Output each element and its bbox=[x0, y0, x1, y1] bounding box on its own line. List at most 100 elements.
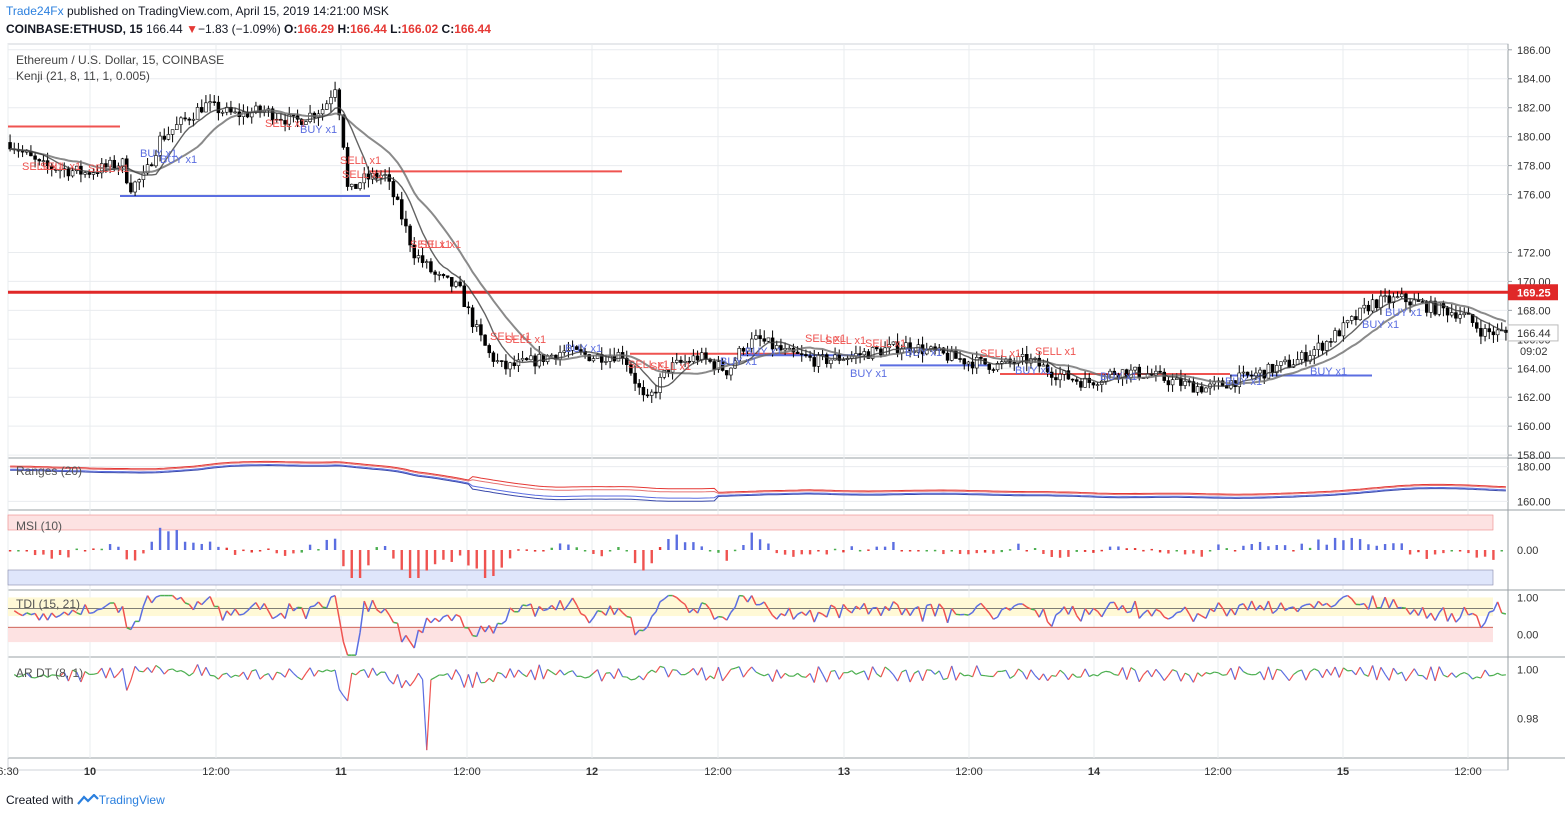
ardt-line-segment bbox=[1130, 667, 1136, 671]
ardt-line-segment bbox=[1138, 674, 1144, 683]
tdi-line-segment bbox=[772, 614, 778, 620]
ardt-line-segment bbox=[626, 676, 632, 681]
publisher-name[interactable]: Trade24Fx bbox=[6, 4, 64, 18]
candle-body bbox=[1204, 387, 1208, 393]
tdi-line-segment bbox=[334, 595, 340, 619]
tdi-line-segment bbox=[809, 609, 815, 623]
candle-body bbox=[74, 165, 79, 172]
tdi-line-segment bbox=[105, 602, 111, 607]
tdi-line-segment bbox=[530, 603, 536, 617]
candle-body bbox=[1012, 361, 1017, 364]
ardt-line-segment bbox=[955, 672, 961, 681]
candle-body bbox=[62, 168, 67, 171]
ardt-line-segment bbox=[1001, 669, 1007, 672]
ardt-line-segment bbox=[876, 673, 882, 678]
tdi-line-segment bbox=[1351, 598, 1357, 605]
ardt-line-segment bbox=[467, 674, 474, 688]
msi-bar bbox=[1358, 539, 1362, 550]
ardt-line-segment bbox=[1451, 672, 1457, 678]
ardt-line-segment bbox=[97, 667, 103, 674]
candle-body bbox=[862, 351, 867, 356]
candle-body bbox=[1387, 295, 1392, 304]
ardt-line-segment bbox=[1042, 673, 1049, 682]
tradingview-brand[interactable]: TradingView bbox=[98, 793, 165, 807]
tdi-line-segment bbox=[1197, 612, 1203, 617]
ardt-line-segment bbox=[601, 672, 607, 682]
tdi-line-segment bbox=[288, 603, 295, 612]
candle-body bbox=[1237, 372, 1242, 388]
candle-body bbox=[649, 391, 654, 396]
candle-body bbox=[1074, 379, 1079, 382]
msi-bar bbox=[483, 550, 487, 578]
msi-bar bbox=[1467, 550, 1470, 554]
ardt-line-segment bbox=[1005, 670, 1011, 679]
ardt-line-segment bbox=[1293, 671, 1298, 676]
msi-bar bbox=[1292, 550, 1295, 552]
open-label: O: bbox=[284, 22, 298, 36]
tdi-line-segment bbox=[217, 606, 224, 621]
ardt-line-segment bbox=[1493, 672, 1498, 676]
candle-body bbox=[1095, 384, 1100, 386]
candle-body bbox=[420, 255, 425, 263]
tdi-line-segment bbox=[1417, 606, 1424, 616]
candle-body bbox=[412, 244, 417, 259]
tdi-line-segment bbox=[59, 611, 65, 617]
tdi-line-segment bbox=[1434, 612, 1440, 621]
ardt-line-segment bbox=[880, 666, 886, 678]
tdi-line-segment bbox=[742, 595, 749, 603]
candle-body bbox=[1358, 307, 1362, 321]
ardt-line-segment bbox=[834, 670, 840, 680]
y-tick-label: 1.00 bbox=[1517, 664, 1538, 676]
ardt-line-segment bbox=[830, 669, 836, 672]
msi-bar bbox=[183, 541, 187, 550]
candle-body bbox=[908, 342, 912, 352]
msi-bar bbox=[1317, 539, 1320, 550]
tdi-line-segment bbox=[538, 605, 544, 612]
symbol[interactable]: COINBASE:ETHUSD, 15 bbox=[6, 22, 143, 36]
ardt-line-segment bbox=[39, 674, 44, 677]
ardt-line-segment bbox=[776, 669, 782, 679]
tdi-line-segment bbox=[63, 611, 69, 616]
tdi-line-segment bbox=[309, 605, 315, 608]
tdi-line-segment bbox=[818, 611, 823, 615]
ardt-line-segment bbox=[984, 675, 990, 677]
tdi-line-segment bbox=[626, 615, 632, 619]
ardt-line-segment bbox=[559, 669, 565, 676]
ardt-line-segment bbox=[542, 669, 549, 680]
msi-bar bbox=[475, 550, 478, 569]
ardt-line-segment bbox=[1013, 668, 1019, 676]
candle-body bbox=[887, 344, 892, 349]
tdi-line-segment bbox=[613, 607, 620, 616]
ardt-line-segment bbox=[642, 673, 649, 681]
ardt-line-segment bbox=[805, 673, 811, 678]
candle-body bbox=[749, 338, 754, 349]
ardt-line-segment bbox=[572, 670, 578, 677]
candle-body bbox=[195, 107, 200, 120]
tdi-line-segment bbox=[89, 611, 94, 615]
tdi-line-segment bbox=[751, 595, 757, 606]
ardt-line-segment bbox=[217, 674, 224, 680]
ardt-line-segment bbox=[555, 669, 561, 676]
msi-bar bbox=[200, 543, 203, 550]
ardt-line-segment bbox=[1222, 674, 1227, 676]
tdi-line-segment bbox=[1305, 603, 1311, 606]
ardt-line-segment bbox=[992, 671, 999, 677]
candle-body bbox=[212, 101, 217, 103]
tdi-line-segment bbox=[1251, 600, 1257, 611]
candle-body bbox=[1462, 312, 1467, 316]
candle-body bbox=[308, 112, 312, 122]
tdi-line-segment bbox=[1168, 616, 1173, 620]
ardt-line-segment bbox=[1259, 671, 1265, 681]
tdi-line-segment bbox=[155, 594, 161, 598]
ardt-line-segment bbox=[1459, 671, 1465, 675]
tdi-line-segment bbox=[409, 641, 415, 649]
msi-bar bbox=[192, 542, 195, 550]
ardt-line-segment bbox=[247, 670, 253, 681]
tdi-line-segment bbox=[563, 603, 570, 611]
msi-bar bbox=[150, 541, 153, 550]
tdi-line-segment bbox=[780, 613, 786, 617]
candle-body bbox=[466, 306, 471, 309]
msi-bar bbox=[92, 548, 95, 550]
msi-bar bbox=[408, 550, 412, 578]
